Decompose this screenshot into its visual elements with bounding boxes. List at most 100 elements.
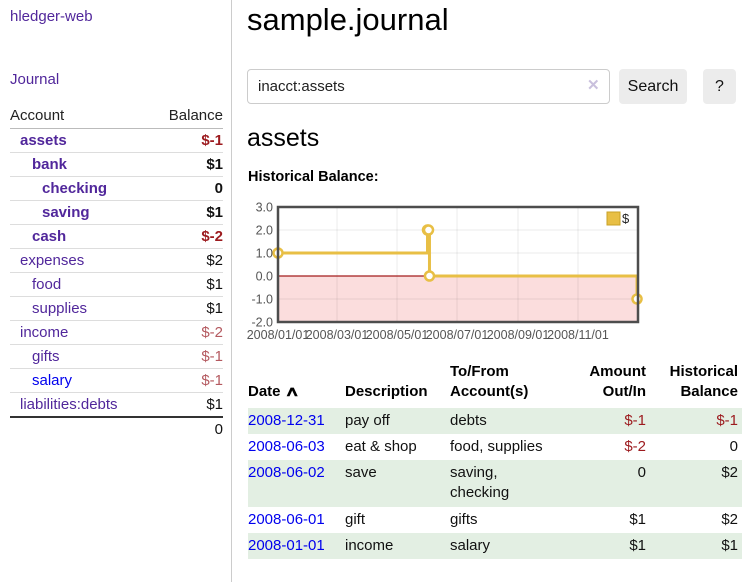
account-link-salary[interactable]: salary bbox=[32, 372, 73, 389]
account-link-supplies[interactable]: supplies bbox=[32, 300, 88, 317]
transaction-accounts: food, supplies bbox=[450, 437, 543, 455]
account-heading: assets bbox=[247, 124, 320, 152]
register-header-amount-out-in: Amount Out/In bbox=[589, 363, 646, 401]
account-balance: $1 bbox=[151, 392, 223, 417]
chart-title: Historical Balance: bbox=[248, 169, 379, 185]
account-link-food[interactable]: food bbox=[32, 276, 62, 293]
transaction-date-link[interactable]: 2008-06-03 bbox=[248, 437, 325, 455]
account-balance: $-1 bbox=[151, 344, 223, 369]
transaction-date-link[interactable]: 2008-06-01 bbox=[248, 510, 325, 528]
account-balance: $1 bbox=[151, 200, 223, 225]
account-row: assets $-1 bbox=[10, 129, 223, 153]
register-header-date[interactable]: Date ∧ bbox=[248, 383, 300, 401]
transaction-date-link[interactable]: 2008-06-02 bbox=[248, 464, 325, 481]
x-tick-label: 2008/07/01 bbox=[426, 328, 489, 342]
chart-border bbox=[276, 205, 640, 324]
sidebar: hledger-web Journal Account Balance asse… bbox=[0, 0, 232, 582]
account-balance: $-1 bbox=[151, 368, 223, 393]
account-balance: $-2 bbox=[151, 224, 223, 249]
search-form: ✕ Search ? bbox=[247, 69, 742, 104]
transaction-balance: 0 bbox=[729, 437, 738, 455]
x-tick-label: 2008/09/01 bbox=[487, 328, 550, 342]
chart-svg: $3.0 2.0 1.0 0.0 -1.0 -2.02008/01/012008/03/0… bbox=[247, 201, 643, 342]
transaction-balance: $2 bbox=[721, 510, 738, 528]
account-row: gifts $-1 bbox=[10, 344, 223, 369]
x-tick-label: 2008/05/01 bbox=[366, 328, 429, 342]
transaction-description: save bbox=[345, 460, 450, 507]
chart-point bbox=[422, 224, 435, 236]
transaction-date-cell: 2008-06-01 bbox=[248, 507, 345, 533]
register-header-to-from-account-s-: To/From Account(s) bbox=[450, 363, 529, 401]
accounts-balance-table: Account Balance assets $-1 bank $1 checking 0… bbox=[10, 104, 223, 441]
account-link-cash[interactable]: cash bbox=[32, 228, 67, 245]
transaction-balance: $2 bbox=[650, 460, 742, 507]
transaction-date-link[interactable]: 2008-01-01 bbox=[248, 536, 325, 554]
account-link-liabilities-debts[interactable]: liabilities:debts bbox=[20, 396, 118, 413]
account-row: salary $-1 bbox=[10, 368, 223, 393]
transaction-accounts: saving, checking bbox=[450, 460, 562, 507]
y-tick-label: -1.0 bbox=[251, 293, 273, 307]
account-link-income[interactable]: income bbox=[20, 324, 69, 341]
register-header-description: Description bbox=[345, 383, 428, 401]
x-tick-label: 2008/03/01 bbox=[306, 328, 369, 342]
transaction-amount: $-2 bbox=[624, 437, 646, 455]
accounts-header-balance: Balance bbox=[151, 104, 223, 129]
page-title: sample.journal bbox=[247, 2, 449, 37]
transaction-date-cell: 2008-06-02 bbox=[248, 460, 345, 507]
y-tick-label: 2.0 bbox=[256, 224, 273, 238]
account-link-expenses[interactable]: expenses bbox=[20, 252, 85, 269]
x-tick-label: 2008/11/01 bbox=[547, 328, 609, 342]
account-balance: $1 bbox=[151, 296, 223, 321]
transaction-description: pay off bbox=[345, 407, 450, 434]
transaction-amount: 0 bbox=[562, 460, 650, 507]
transaction-date-link[interactable]: 2008-12-31 bbox=[248, 411, 325, 429]
account-row: bank $1 bbox=[10, 152, 223, 177]
transaction-description: eat & shop bbox=[345, 437, 417, 455]
transaction-accounts: gifts bbox=[450, 510, 478, 528]
register-header-historical-balance: Historical Balance bbox=[669, 363, 738, 401]
sidebar-item-journal[interactable]: Journal bbox=[10, 71, 60, 88]
sort-ascending-icon: ∧ bbox=[283, 383, 300, 400]
transaction-row: 2008-06-03 eat & shop food, supplies $-2 0 bbox=[248, 434, 742, 460]
app-title-link[interactable]: hledger-web bbox=[10, 8, 93, 25]
transaction-row: 2008-06-02 save saving, checking 0 $2 bbox=[248, 460, 742, 507]
transaction-balance: $-1 bbox=[650, 407, 742, 434]
transaction-amount: $-1 bbox=[562, 407, 650, 434]
clear-search-icon[interactable]: ✕ bbox=[587, 77, 600, 94]
account-balance: 0 bbox=[151, 176, 223, 201]
account-link-saving[interactable]: saving bbox=[42, 204, 90, 221]
account-row: expenses $2 bbox=[10, 248, 223, 273]
account-row: cash $-2 bbox=[10, 224, 223, 249]
account-link-checking[interactable]: checking bbox=[42, 180, 108, 197]
search-input[interactable] bbox=[247, 69, 610, 104]
accounts-header-account: Account bbox=[10, 104, 152, 129]
account-link-gifts[interactable]: gifts bbox=[32, 348, 60, 365]
transaction-amount: $1 bbox=[562, 532, 650, 559]
search-button[interactable]: Search bbox=[619, 69, 687, 104]
chart-point bbox=[423, 270, 436, 282]
account-row: food $1 bbox=[10, 272, 223, 297]
transaction-date-cell: 2008-01-01 bbox=[248, 532, 345, 559]
y-tick-label: 3.0 bbox=[256, 201, 273, 215]
main-content: sample.journal ✕ Search ? assets Histori… bbox=[245, 0, 742, 582]
account-balance: $1 bbox=[151, 272, 223, 297]
help-button[interactable]: ? bbox=[703, 69, 736, 104]
transaction-row: 2008-01-01 income salary $1 $1 bbox=[248, 532, 742, 559]
accounts-total-balance: 0 bbox=[151, 416, 223, 441]
transaction-description: income bbox=[345, 532, 450, 559]
y-tick-label: -2.0 bbox=[251, 316, 273, 330]
legend-swatch bbox=[606, 211, 621, 226]
account-row: checking 0 bbox=[10, 176, 223, 201]
chart-negative-area bbox=[278, 276, 638, 322]
register-table: Date ∧ Description To/From Account(s) Amount… bbox=[248, 360, 742, 559]
transaction-row: 2008-06-01 gift gifts $1 $2 bbox=[248, 507, 742, 533]
account-balance: $-1 bbox=[201, 132, 223, 149]
transaction-balance: $1 bbox=[650, 532, 742, 559]
account-link-assets[interactable]: assets bbox=[20, 132, 67, 149]
x-tick-label: 2008/01/01 bbox=[247, 328, 310, 342]
account-link-bank[interactable]: bank bbox=[32, 156, 68, 173]
account-row: income $-2 bbox=[10, 320, 223, 345]
transaction-description: gift bbox=[345, 510, 366, 528]
transaction-accounts: debts bbox=[450, 407, 562, 434]
accounts-total-row: 0 bbox=[10, 416, 223, 441]
